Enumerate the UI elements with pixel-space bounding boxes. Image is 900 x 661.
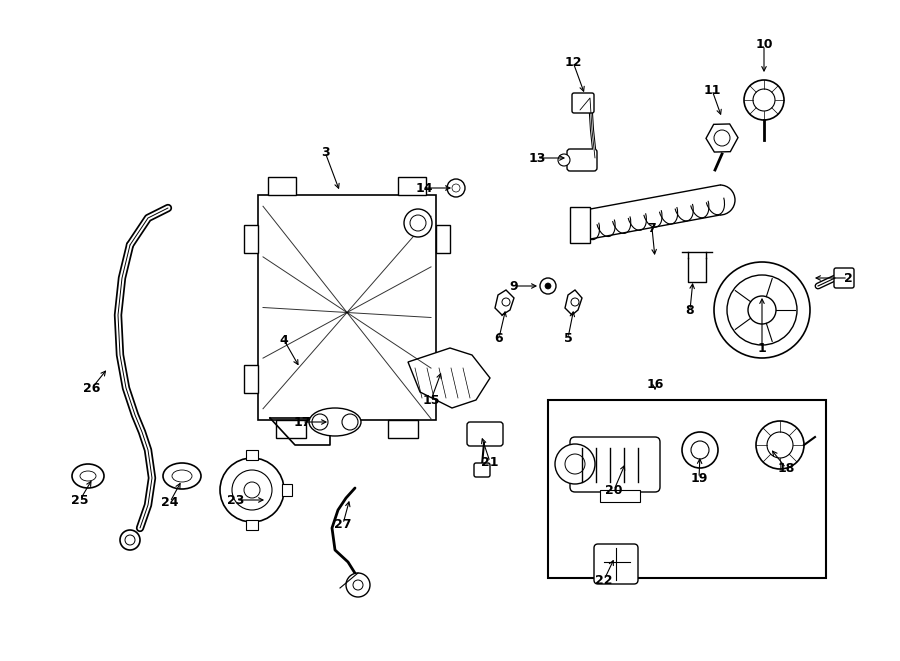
Bar <box>398 177 426 195</box>
Bar <box>388 420 418 438</box>
FancyBboxPatch shape <box>570 437 660 492</box>
Circle shape <box>502 298 510 306</box>
Bar <box>246 450 258 460</box>
Circle shape <box>244 482 260 498</box>
Text: 23: 23 <box>228 494 245 506</box>
FancyBboxPatch shape <box>572 93 594 113</box>
Circle shape <box>744 80 784 120</box>
Bar <box>436 225 450 253</box>
Text: 22: 22 <box>595 574 613 586</box>
Text: 3: 3 <box>320 145 329 159</box>
Text: 18: 18 <box>778 461 795 475</box>
Text: 13: 13 <box>528 151 545 165</box>
FancyBboxPatch shape <box>594 544 638 584</box>
Ellipse shape <box>72 464 104 488</box>
Ellipse shape <box>309 408 361 436</box>
Circle shape <box>540 278 556 294</box>
Circle shape <box>410 215 426 231</box>
Circle shape <box>727 275 797 345</box>
Text: 8: 8 <box>686 303 694 317</box>
Circle shape <box>545 283 551 289</box>
Bar <box>276 420 306 438</box>
Ellipse shape <box>80 471 96 481</box>
Circle shape <box>447 179 465 197</box>
Text: 17: 17 <box>293 416 310 428</box>
Bar <box>246 520 258 530</box>
Text: 16: 16 <box>646 379 663 391</box>
Bar <box>244 225 258 253</box>
Circle shape <box>767 432 793 458</box>
Text: 7: 7 <box>648 221 656 235</box>
Text: 9: 9 <box>509 280 518 293</box>
Text: 4: 4 <box>280 334 288 346</box>
Bar <box>600 490 640 502</box>
Ellipse shape <box>163 463 201 489</box>
FancyBboxPatch shape <box>834 268 854 288</box>
Circle shape <box>682 432 718 468</box>
Text: 11: 11 <box>703 83 721 97</box>
Text: 15: 15 <box>422 393 440 407</box>
Text: 21: 21 <box>482 455 499 469</box>
Text: 2: 2 <box>843 272 852 284</box>
Bar <box>548 400 826 578</box>
Text: 25: 25 <box>71 494 89 506</box>
Text: 12: 12 <box>564 56 581 69</box>
FancyBboxPatch shape <box>567 149 597 171</box>
Circle shape <box>756 421 804 469</box>
Bar <box>282 484 292 496</box>
FancyBboxPatch shape <box>467 422 503 446</box>
Bar <box>258 195 436 420</box>
Text: 10: 10 <box>755 38 773 52</box>
Circle shape <box>346 573 370 597</box>
Circle shape <box>404 209 432 237</box>
Text: 24: 24 <box>161 496 179 508</box>
Text: 6: 6 <box>495 332 503 344</box>
Bar <box>244 365 258 393</box>
Circle shape <box>125 535 135 545</box>
Circle shape <box>353 580 363 590</box>
Polygon shape <box>565 290 582 315</box>
Text: 26: 26 <box>84 381 101 395</box>
Text: 19: 19 <box>690 471 707 485</box>
Bar <box>268 177 296 195</box>
Ellipse shape <box>172 470 192 482</box>
Circle shape <box>452 184 460 192</box>
Text: 14: 14 <box>415 182 433 194</box>
Circle shape <box>714 130 730 146</box>
Circle shape <box>714 262 810 358</box>
Text: 1: 1 <box>758 342 767 354</box>
Circle shape <box>120 530 140 550</box>
Polygon shape <box>495 290 514 315</box>
Text: 5: 5 <box>563 332 572 344</box>
Circle shape <box>691 441 709 459</box>
Circle shape <box>555 444 595 484</box>
Circle shape <box>342 414 358 430</box>
Circle shape <box>220 458 284 522</box>
Circle shape <box>558 154 570 166</box>
FancyBboxPatch shape <box>474 463 490 477</box>
Circle shape <box>312 414 328 430</box>
Circle shape <box>753 89 775 111</box>
Circle shape <box>571 298 579 306</box>
Polygon shape <box>408 348 490 408</box>
Circle shape <box>748 296 776 324</box>
Circle shape <box>565 454 585 474</box>
Bar <box>436 365 450 393</box>
Bar <box>570 207 590 243</box>
Text: 27: 27 <box>334 518 352 531</box>
Text: 20: 20 <box>605 483 623 496</box>
Circle shape <box>232 470 272 510</box>
